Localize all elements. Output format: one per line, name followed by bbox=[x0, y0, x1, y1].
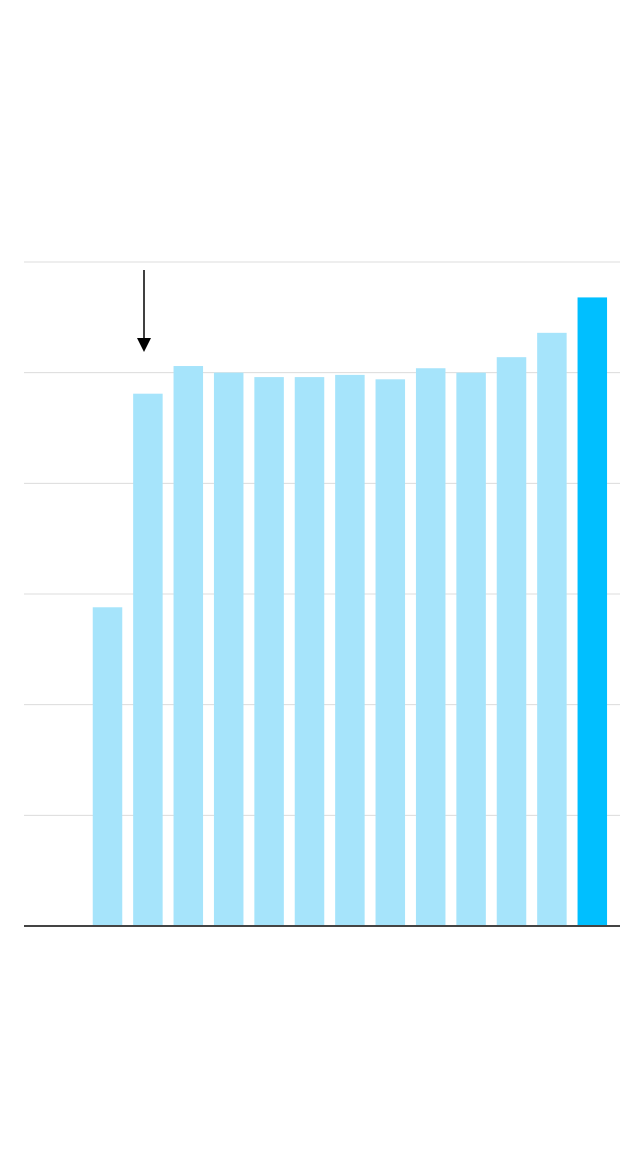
bar bbox=[294, 377, 325, 926]
bar bbox=[577, 297, 608, 926]
bar bbox=[92, 607, 123, 926]
bar bbox=[254, 377, 284, 926]
bar bbox=[213, 372, 244, 927]
bar bbox=[173, 366, 204, 926]
bar bbox=[537, 332, 567, 926]
bar bbox=[496, 357, 527, 926]
bar bbox=[375, 379, 406, 927]
bar bbox=[335, 374, 365, 926]
annotation-arrow-head bbox=[137, 338, 151, 352]
bars bbox=[92, 297, 608, 927]
bar bbox=[415, 368, 446, 926]
bar bbox=[133, 393, 163, 926]
bar bbox=[456, 372, 486, 927]
